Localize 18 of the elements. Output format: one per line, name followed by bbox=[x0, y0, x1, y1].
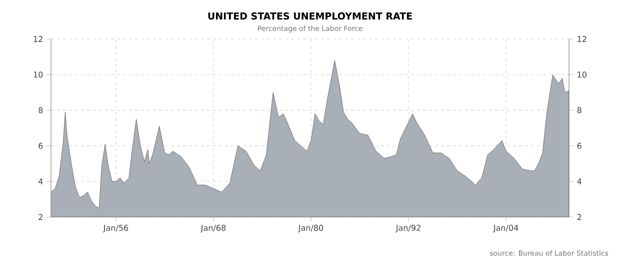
y-tick-label: 12 bbox=[34, 36, 42, 42]
chart-title: UNITED STATES UNEMPLOYMENT RATE bbox=[208, 12, 412, 20]
x-tick-label: Jan/92 bbox=[396, 224, 420, 232]
y-tick-label: 6 bbox=[38, 142, 43, 149]
x-tick-label: Jan/56 bbox=[103, 224, 128, 232]
y2-tick-label: 12 bbox=[578, 36, 586, 42]
x-tick-label: Jan/68 bbox=[200, 224, 226, 232]
y2-tick-label: 6 bbox=[577, 142, 582, 149]
y-tick-label: 2 bbox=[38, 214, 42, 220]
x-tick-label: Jan/04 bbox=[493, 224, 518, 232]
y2-tick-label: 10 bbox=[578, 72, 586, 78]
y2-tick-label: 2 bbox=[577, 214, 582, 220]
y2-tick-label: 8 bbox=[577, 107, 582, 114]
x-tick-label: Jan/80 bbox=[298, 224, 324, 232]
y-tick-label: 4 bbox=[38, 178, 43, 184]
y-tick-label: 8 bbox=[38, 107, 43, 114]
y2-tick-label: 4 bbox=[577, 178, 582, 184]
y-tick-label: 10 bbox=[34, 72, 43, 78]
